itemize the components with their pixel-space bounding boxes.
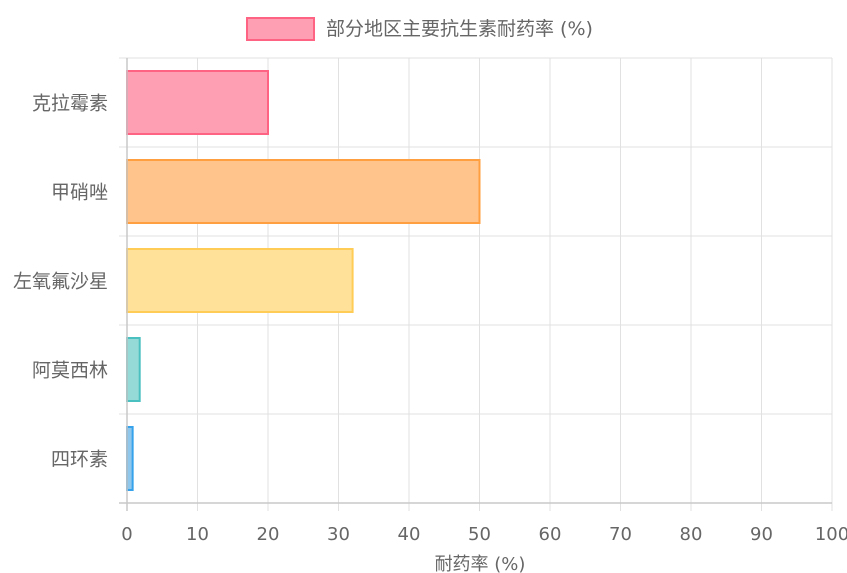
- x-tick-label: 80: [680, 524, 703, 545]
- category-label: 阿莫西林: [32, 360, 108, 382]
- x-tick-label: 0: [121, 524, 132, 545]
- category-label: 甲硝唑: [51, 182, 108, 204]
- legend-label[interactable]: 部分地区主要抗生素耐药率 (%): [326, 18, 593, 40]
- category-label: 四环素: [51, 449, 108, 471]
- x-tick-label: 70: [609, 524, 632, 545]
- x-tick-label: 20: [257, 524, 280, 545]
- bar-2[interactable]: [126, 159, 481, 224]
- x-tick-label: 40: [398, 524, 421, 545]
- x-tick-label: 10: [186, 524, 209, 545]
- x-tick-label: 50: [468, 524, 491, 545]
- x-tick-label: 30: [327, 524, 350, 545]
- x-tick-label: 100: [815, 524, 847, 545]
- bar-1[interactable]: [126, 70, 269, 135]
- x-tick-label: 90: [750, 524, 773, 545]
- x-tick-label: 60: [539, 524, 562, 545]
- bar-3[interactable]: [126, 248, 354, 313]
- category-label: 左氧氟沙星: [13, 271, 108, 293]
- category-label: 克拉霉素: [32, 93, 108, 115]
- legend[interactable]: 部分地区主要抗生素耐药率 (%): [246, 17, 593, 41]
- axes: [119, 58, 832, 511]
- bar-4[interactable]: [126, 337, 141, 402]
- bars: [126, 70, 481, 491]
- legend-swatch[interactable]: [246, 17, 315, 41]
- x-axis-title: 耐药率 (%): [435, 554, 526, 573]
- x-tick-labels: 0 10 20 30 40 50 60 70 80 90 100: [121, 524, 847, 545]
- bar-5[interactable]: [126, 426, 134, 491]
